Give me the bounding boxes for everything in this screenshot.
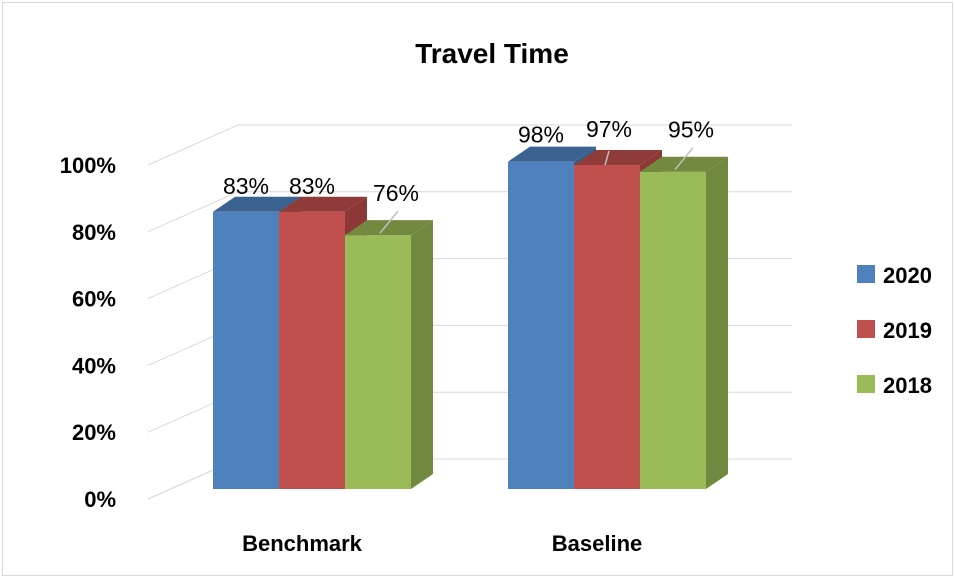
bar-side — [706, 156, 728, 489]
y-tick-label: 20% — [72, 420, 116, 445]
bar-front — [574, 165, 640, 489]
bar-top — [508, 146, 596, 162]
x-axis-categories: Benchmark Baseline — [242, 531, 642, 556]
legend-item-2018: 2018 — [857, 373, 932, 398]
bar-front — [640, 171, 706, 489]
gridline-diagonal — [147, 124, 239, 166]
legend-swatch — [857, 265, 875, 283]
y-tick-label: 60% — [72, 287, 116, 312]
chart-title: Travel Time — [415, 38, 569, 69]
data-label: 95% — [668, 117, 714, 143]
data-label: 76% — [373, 180, 419, 206]
data-label-leader — [674, 147, 694, 171]
legend-label: 2018 — [883, 373, 932, 398]
gridline-diagonal — [147, 191, 239, 233]
data-label-leader — [604, 150, 610, 166]
bar-top — [345, 220, 433, 236]
bar-top — [213, 196, 301, 212]
bar-baseline-2018: 95% — [640, 117, 728, 489]
y-tick-label: 40% — [72, 353, 116, 378]
bar-front — [345, 235, 411, 489]
data-label: 97% — [586, 116, 632, 142]
legend-item-2020: 2020 — [857, 263, 932, 288]
bar-top — [279, 196, 367, 212]
data-label: 83% — [289, 173, 335, 199]
data-label: 83% — [223, 173, 269, 199]
y-tick-label: 100% — [60, 153, 116, 178]
x-category-label: Benchmark — [242, 531, 363, 556]
data-label: 98% — [518, 122, 564, 148]
y-tick-label: 0% — [84, 487, 116, 512]
bar-top — [640, 156, 728, 172]
legend: 2020 2019 2018 — [857, 263, 932, 398]
bar-benchmark-2019: 83% — [279, 173, 367, 489]
legend-swatch — [857, 375, 875, 393]
bar-front — [279, 211, 345, 489]
bar-side — [411, 220, 433, 489]
y-axis-ticks: 0% 20% 40% 60% 80% 100% — [60, 153, 116, 512]
legend-item-2019: 2019 — [857, 318, 932, 343]
data-label-leader — [379, 210, 399, 234]
bar-front — [508, 161, 574, 489]
bar-top — [574, 150, 662, 166]
legend-swatch — [857, 320, 875, 338]
bar-front — [213, 211, 279, 489]
bar-benchmark-2018: 76% — [345, 180, 433, 489]
legend-label: 2019 — [883, 318, 932, 343]
x-category-label: Baseline — [552, 531, 643, 556]
y-tick-label: 80% — [72, 220, 116, 245]
legend-label: 2020 — [883, 263, 932, 288]
bars: 83% 83% 76% 98% 97% 95% — [213, 116, 728, 489]
